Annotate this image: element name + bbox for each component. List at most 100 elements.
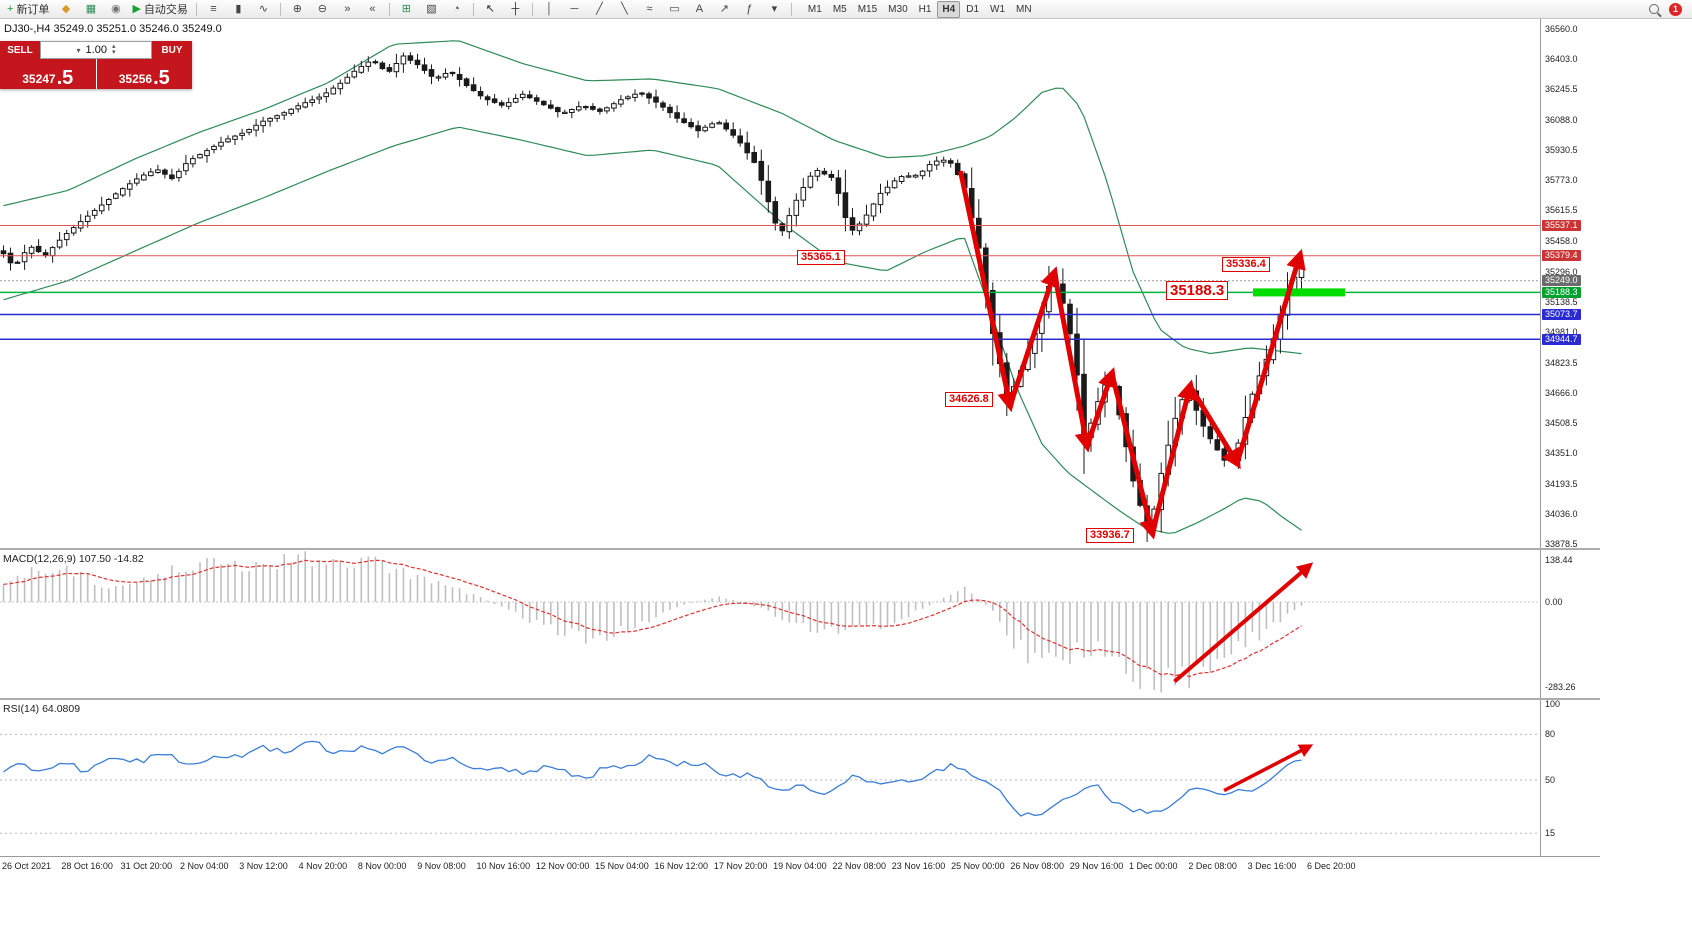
shapes-tool-icon-glyph-icon: ▭: [669, 3, 680, 15]
rsi-panel[interactable]: RSI(14) 64.0809 100 80 50 15: [0, 699, 1600, 856]
price-chart-canvas[interactable]: [0, 19, 1540, 548]
price-tag: 35537.1: [1542, 219, 1581, 231]
crosshair-icon[interactable]: ┼: [504, 1, 527, 17]
timeframe-m30-button[interactable]: M30: [888, 3, 908, 15]
timeframe-m15-button[interactable]: M15: [857, 3, 878, 15]
notification-badge[interactable]: 1: [1669, 2, 1682, 16]
timeframe-h4-button[interactable]: H4: [937, 0, 961, 18]
chart-ohlc-info: DJ30-,H4 35249.0 35251.0 35246.0 35249.0: [4, 23, 222, 35]
price-tick: 34666.0: [1545, 387, 1578, 398]
toolbar-items: + 新订单 ◆ ▦ ◉ ▶ 自动交易 ≡ ▮ ∿ ⊕ ⊖ » « ⊞ ▧ ◔ ↖ ┼ │ ─ ╱ ╲ ≈ ▭ A ↗ ƒ ▾: [4, 1, 786, 17]
zoom-out-icon[interactable]: ⊖: [311, 1, 334, 17]
arrow-object-icon[interactable]: ↗: [713, 1, 736, 17]
cursor-icon[interactable]: ↖: [479, 1, 502, 17]
main-toolbar: + 新订单 ◆ ▦ ◉ ▶ 自动交易 ≡ ▮ ∿ ⊕ ⊖ » « ⊞ ▧ ◔ ↖ ┼ │ ─ ╱ ╲ ≈ ▭ A ↗ ƒ ▾ M1 M5 M…: [0, 0, 1692, 19]
terminal-window-icon[interactable]: ◉: [104, 1, 127, 17]
period-clock-icon-glyph-icon: ◔: [453, 3, 460, 15]
candlestick-chart-icon[interactable]: ▮: [227, 1, 250, 17]
volume-value: 1.00: [85, 44, 107, 56]
time-label: 29 Nov 16:00: [1069, 861, 1124, 871]
vertical-line-tool-icon[interactable]: │: [538, 1, 561, 17]
time-label: 28 Oct 16:00: [61, 861, 113, 871]
rsi-axis[interactable]: 100 80 50 15: [1540, 699, 1600, 856]
indicators-icon[interactable]: ƒ: [738, 1, 761, 17]
rsi-tick: 50: [1545, 775, 1556, 785]
price-axis[interactable]: 36560.0 36403.0 36245.5 36088.0 35930.5 35773…: [1540, 19, 1600, 549]
timeframe-m1-button[interactable]: M1: [807, 3, 822, 15]
time-axis[interactable]: 26 Oct 2021 28 Oct 16:00 31 Oct 20:00 2 Nov…: [0, 856, 1600, 877]
macd-tick: -283.26: [1545, 681, 1576, 692]
time-label: 12 Nov 00:00: [535, 861, 590, 871]
time-label: 1 Dec 00:00: [1129, 861, 1178, 871]
mql5-community-icon[interactable]: ◆: [54, 1, 77, 17]
fibonacci-tool-icon[interactable]: ≈: [638, 1, 661, 17]
price-annotation[interactable]: 34626.8: [945, 392, 993, 407]
auto-scroll-icon[interactable]: »: [336, 1, 359, 17]
search-icon[interactable]: [1649, 4, 1659, 14]
cursor-icon-glyph-icon: ↖: [485, 3, 496, 15]
macd-tick: 0.00: [1545, 597, 1563, 607]
buy-button[interactable]: BUY: [152, 41, 192, 59]
price-annotation[interactable]: 35336.4: [1222, 257, 1270, 272]
price-annotation[interactable]: 35188.3: [1166, 281, 1229, 300]
shapes-tool-icon[interactable]: ▭: [663, 1, 686, 17]
more-tools-dropdown-icon[interactable]: ▾: [763, 1, 786, 17]
text-tool-icon[interactable]: A: [688, 1, 711, 17]
chart-shift-icon-glyph-icon: «: [369, 3, 376, 15]
chart-shift-icon[interactable]: «: [361, 1, 384, 17]
line-chart-icon[interactable]: ∿: [252, 1, 275, 17]
zoom-out-icon-glyph-icon: ⊖: [317, 3, 328, 15]
price-annotation[interactable]: 35365.1: [797, 250, 845, 265]
new-order-button[interactable]: + 新订单: [4, 1, 52, 17]
sell-price-button[interactable]: 35247 .5: [0, 59, 96, 89]
price-tick: 35615.5: [1545, 205, 1578, 216]
price-tick: 36560.0: [1545, 24, 1578, 34]
main-chart-panel[interactable]: DJ30-,H4 35249.0 35251.0 35246.0 35249.0…: [0, 19, 1600, 549]
bar-chart-icon[interactable]: ≡: [202, 1, 225, 17]
volume-down-icon[interactable]: ▾: [111, 49, 116, 56]
timeframe-m5-button[interactable]: M5: [832, 3, 847, 15]
sell-button[interactable]: SELL: [0, 41, 40, 59]
toolbar-separator: [195, 2, 197, 16]
price-tick: 36088.0: [1545, 114, 1578, 125]
time-label: 15 Nov 04:00: [595, 861, 649, 871]
price-tick: 34351.0: [1545, 448, 1578, 459]
rsi-label: RSI(14) 64.0809: [3, 703, 81, 715]
autotrade-button[interactable]: ▶ 自动交易: [129, 1, 190, 17]
timeframe-h1-button[interactable]: H1: [918, 3, 932, 15]
period-clock-icon[interactable]: ◔: [445, 1, 468, 17]
panel-splitter[interactable]: [0, 698, 1600, 700]
panel-splitter[interactable]: [0, 548, 1600, 550]
price-tick: 35296.0: [1545, 266, 1578, 277]
channel-tool-icon[interactable]: ╲: [613, 1, 636, 17]
market-watch-icon[interactable]: ▦: [79, 1, 102, 17]
volume-dropdown-icon[interactable]: ▾: [76, 45, 81, 55]
time-label: 6 Dec 20:00: [1307, 861, 1356, 871]
new-chart-icon-glyph-icon: ⊞: [401, 3, 412, 15]
volume-input[interactable]: ▾ 1.00 ▴ ▾: [40, 41, 152, 59]
timeframe-mn-button[interactable]: MN: [1016, 3, 1032, 15]
horizontal-line-tool-icon[interactable]: ─: [563, 1, 586, 17]
time-label: 17 Nov 20:00: [713, 861, 768, 871]
timeframe-w1-button[interactable]: W1: [990, 3, 1006, 15]
volume-up-icon[interactable]: ▴: [111, 43, 116, 50]
buy-price-button[interactable]: 35256 .5: [96, 59, 192, 89]
price-annotation[interactable]: 33936.7: [1086, 528, 1134, 543]
macd-axis[interactable]: 138.44 0.00 -283.26: [1540, 550, 1600, 698]
timeframe-d1-button[interactable]: D1: [966, 3, 980, 15]
time-label: 8 Nov 00:00: [357, 861, 407, 871]
new-chart-icon[interactable]: ⊞: [395, 1, 418, 17]
price-tick: 35773.0: [1545, 175, 1578, 186]
macd-canvas[interactable]: [0, 550, 1540, 698]
time-label: 26 Oct 2021: [2, 861, 52, 871]
profiles-icon-glyph-icon: ▧: [426, 3, 437, 15]
rsi-canvas[interactable]: [0, 700, 1540, 856]
trendline-tool-icon[interactable]: ╱: [588, 1, 611, 17]
price-tick: 35458.0: [1545, 235, 1578, 246]
toolbar-separator: [279, 2, 281, 16]
zoom-in-icon[interactable]: ⊕: [286, 1, 309, 17]
price-tick: 34508.5: [1545, 418, 1578, 428]
profiles-icon[interactable]: ▧: [420, 1, 443, 17]
macd-panel[interactable]: MACD(12,26,9) 107.50 -14.82 138.44 0.00 -2…: [0, 550, 1600, 698]
